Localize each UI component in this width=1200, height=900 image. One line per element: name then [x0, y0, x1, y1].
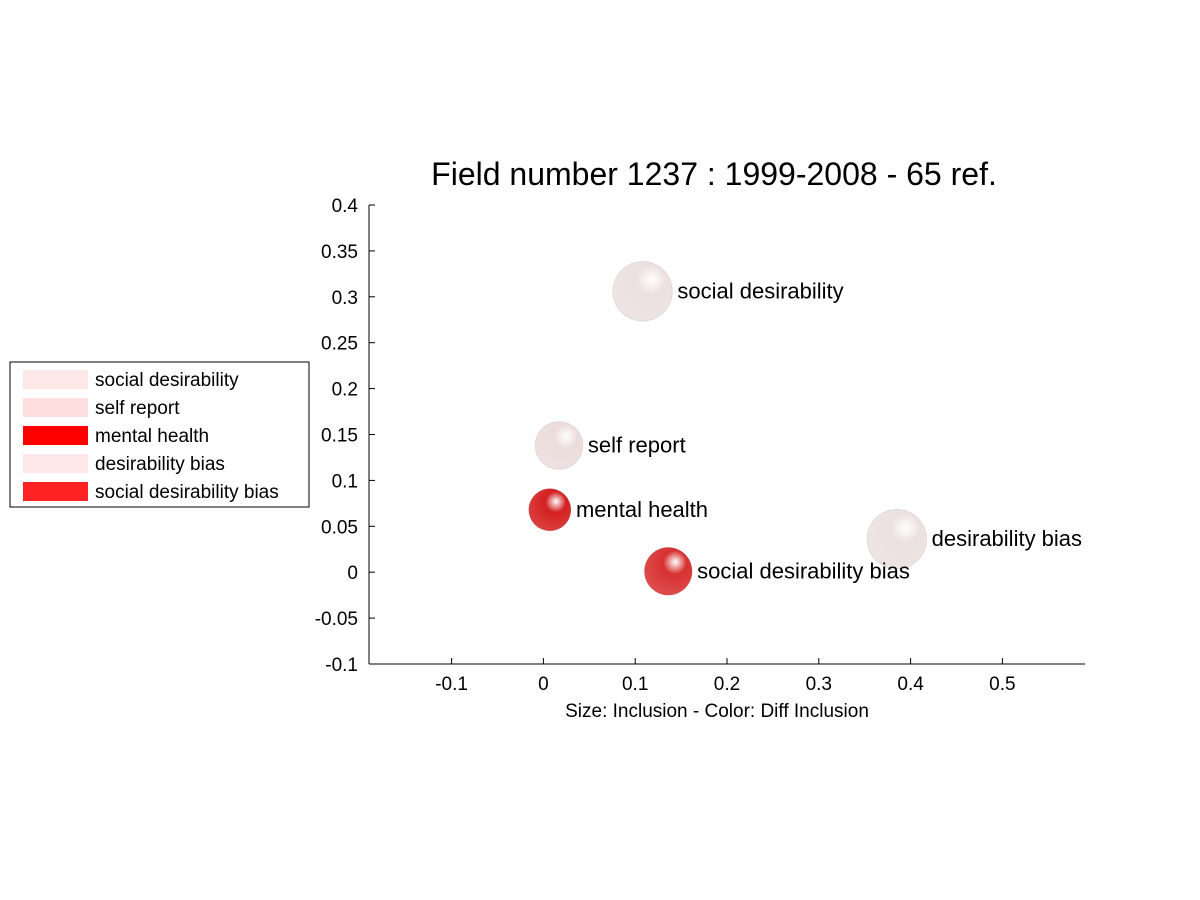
data-point: [534, 421, 584, 470]
point-label: mental health: [576, 497, 708, 522]
chart-title: Field number 1237 : 1999-2008 - 65 ref.: [431, 156, 997, 192]
x-tick-label: 0.4: [897, 674, 924, 695]
x-axis-label: Size: Inclusion - Color: Diff Inclusion: [565, 701, 869, 722]
legend-label: mental health: [95, 426, 209, 447]
legend-label: social desirability: [95, 370, 239, 391]
y-tick-label: 0.25: [321, 334, 358, 355]
y-tick-label: -0.1: [325, 655, 358, 676]
axes: -0.1 -0.05 0 0.05 0.1 0.15 0.2 0.25 0.3 0.35 0.4 -0…: [315, 196, 1085, 695]
x-tick-label: 0.1: [622, 674, 648, 695]
point-label: desirability bias: [932, 526, 1082, 551]
x-tick-label: 0.3: [806, 674, 832, 695]
legend-swatch: [23, 482, 88, 501]
legend-label: self report: [95, 398, 180, 419]
y-tick-label: 0.35: [321, 242, 358, 263]
legend-swatch: [23, 398, 88, 417]
data-point: [528, 488, 572, 532]
y-tick-label: 0: [347, 563, 358, 584]
point-label: self report: [588, 433, 686, 458]
data-point: [643, 546, 693, 596]
y-tick-label: 0.3: [332, 288, 358, 309]
x-tick-label: -0.1: [435, 674, 468, 695]
x-tick-label: 0: [538, 674, 549, 695]
data-points: social desirability self report mental hea…: [528, 260, 1082, 596]
x-tick-label: 0.5: [989, 674, 1015, 695]
data-point: [866, 508, 928, 570]
x-tick-label: 0.2: [714, 674, 740, 695]
legend-swatch: [23, 454, 88, 473]
y-tick-label: 0.15: [321, 426, 358, 447]
legend-swatch: [23, 426, 88, 445]
legend-label: social desirability bias: [95, 482, 279, 503]
y-tick-label: 0.1: [332, 471, 358, 492]
legend: social desirability self report mental hea…: [9, 361, 310, 508]
legend-swatch: [23, 370, 88, 389]
point-label: social desirability bias: [697, 558, 910, 583]
y-tick-label: 0.4: [332, 196, 359, 217]
y-tick-label: -0.05: [315, 609, 358, 630]
y-tick-label: 0.05: [321, 517, 358, 538]
y-tick-label: 0.2: [332, 380, 358, 401]
data-point: [612, 260, 673, 322]
point-label: social desirability: [677, 278, 843, 303]
legend-label: desirability bias: [95, 454, 225, 475]
